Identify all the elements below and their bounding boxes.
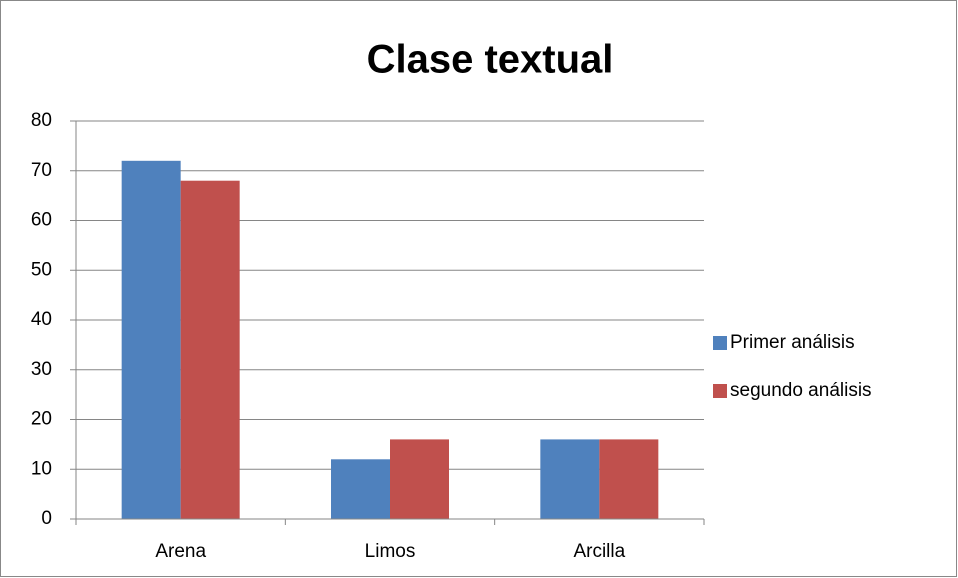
legend-swatch [713,384,727,398]
y-tick-label: 80 [31,110,52,131]
bar [180,180,240,519]
y-tick-label: 30 [31,359,52,380]
y-tick-label: 60 [31,210,52,231]
x-tick-label: Arena [155,541,206,562]
y-tick-label: 20 [31,409,52,430]
y-tick-label: 0 [41,508,52,529]
y-tick-label: 40 [31,309,52,330]
legend-label: Primer análisis [730,332,855,353]
x-tick-label: Limos [365,541,416,562]
legend-swatch [713,336,727,350]
bar [121,160,181,520]
y-tick-label: 50 [31,259,52,280]
bar [599,439,659,519]
chart-title: Clase textual [367,38,614,82]
bar [540,439,600,519]
bar [331,459,390,519]
y-tick-label: 70 [31,160,52,181]
bar [390,439,449,519]
y-tick-label: 10 [31,458,52,479]
x-tick-label: Arcilla [573,541,625,562]
legend-label: segundo análisis [730,380,872,401]
